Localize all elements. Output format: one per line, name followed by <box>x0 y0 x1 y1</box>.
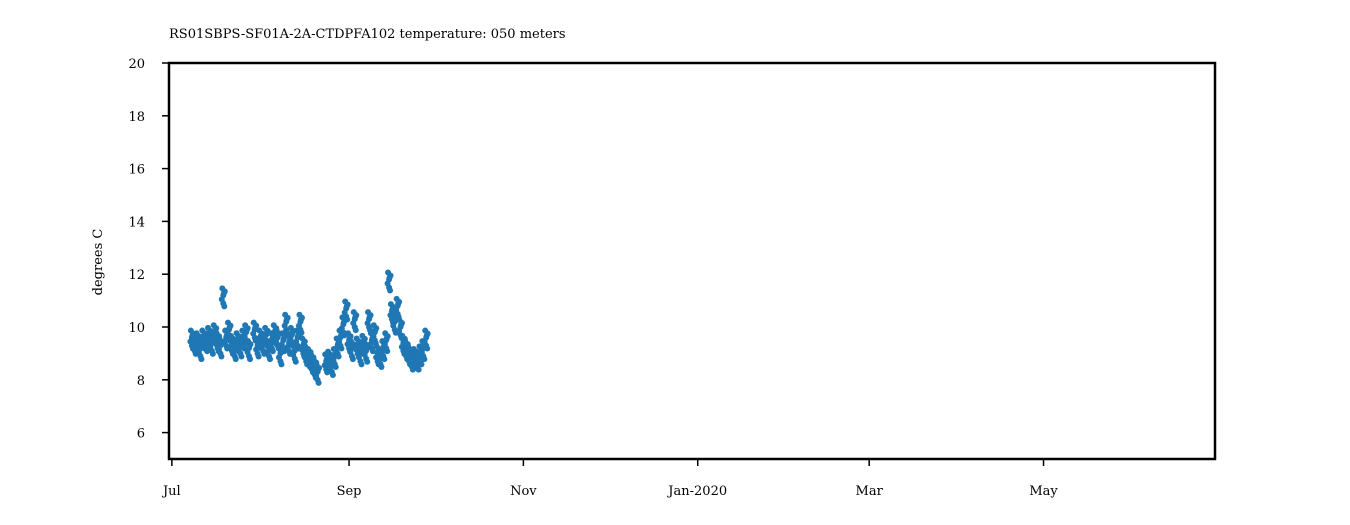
y-tick-label: 20 <box>128 57 145 72</box>
x-tick-label: Sep <box>337 484 362 499</box>
x-tick-label: Nov <box>510 484 537 499</box>
data-point <box>364 309 374 334</box>
x-tick-label: May <box>1029 484 1058 499</box>
data-points <box>187 269 431 386</box>
data-point <box>338 314 348 339</box>
data-point <box>393 295 403 320</box>
data-point <box>215 335 225 360</box>
data-point <box>341 298 351 323</box>
y-tick-label: 8 <box>137 374 145 389</box>
y-axis: 6 8 10 12 14 16 18 20 <box>128 57 169 442</box>
data-point <box>347 338 357 363</box>
data-point <box>381 330 391 355</box>
y-tick-label: 10 <box>128 321 145 336</box>
data-point <box>361 340 371 365</box>
data-point <box>421 327 431 352</box>
y-axis-label: degrees C <box>91 229 106 296</box>
data-point <box>295 311 305 336</box>
y-tick-label: 14 <box>128 215 145 230</box>
data-point <box>281 311 291 336</box>
y-tick-label: 16 <box>128 163 145 178</box>
data-point <box>278 330 288 355</box>
data-point <box>313 361 323 386</box>
x-tick-label: Mar <box>856 484 884 499</box>
data-point <box>244 338 254 363</box>
x-tick-label: Jan-2020 <box>666 484 727 499</box>
x-axis: Jul Sep Nov Jan-2020 Mar May <box>161 459 1058 499</box>
data-point <box>350 309 360 334</box>
y-tick-label: 12 <box>128 268 145 283</box>
y-tick-label: 6 <box>137 427 145 442</box>
x-tick-label: Jul <box>161 484 181 499</box>
chart-title: RS01SBPS-SF01A-2A-CTDPFA102 temperature:… <box>169 27 566 42</box>
y-tick-label: 18 <box>128 110 145 125</box>
data-point <box>384 269 394 294</box>
plot-frame <box>167 61 1217 461</box>
data-point <box>218 285 228 310</box>
